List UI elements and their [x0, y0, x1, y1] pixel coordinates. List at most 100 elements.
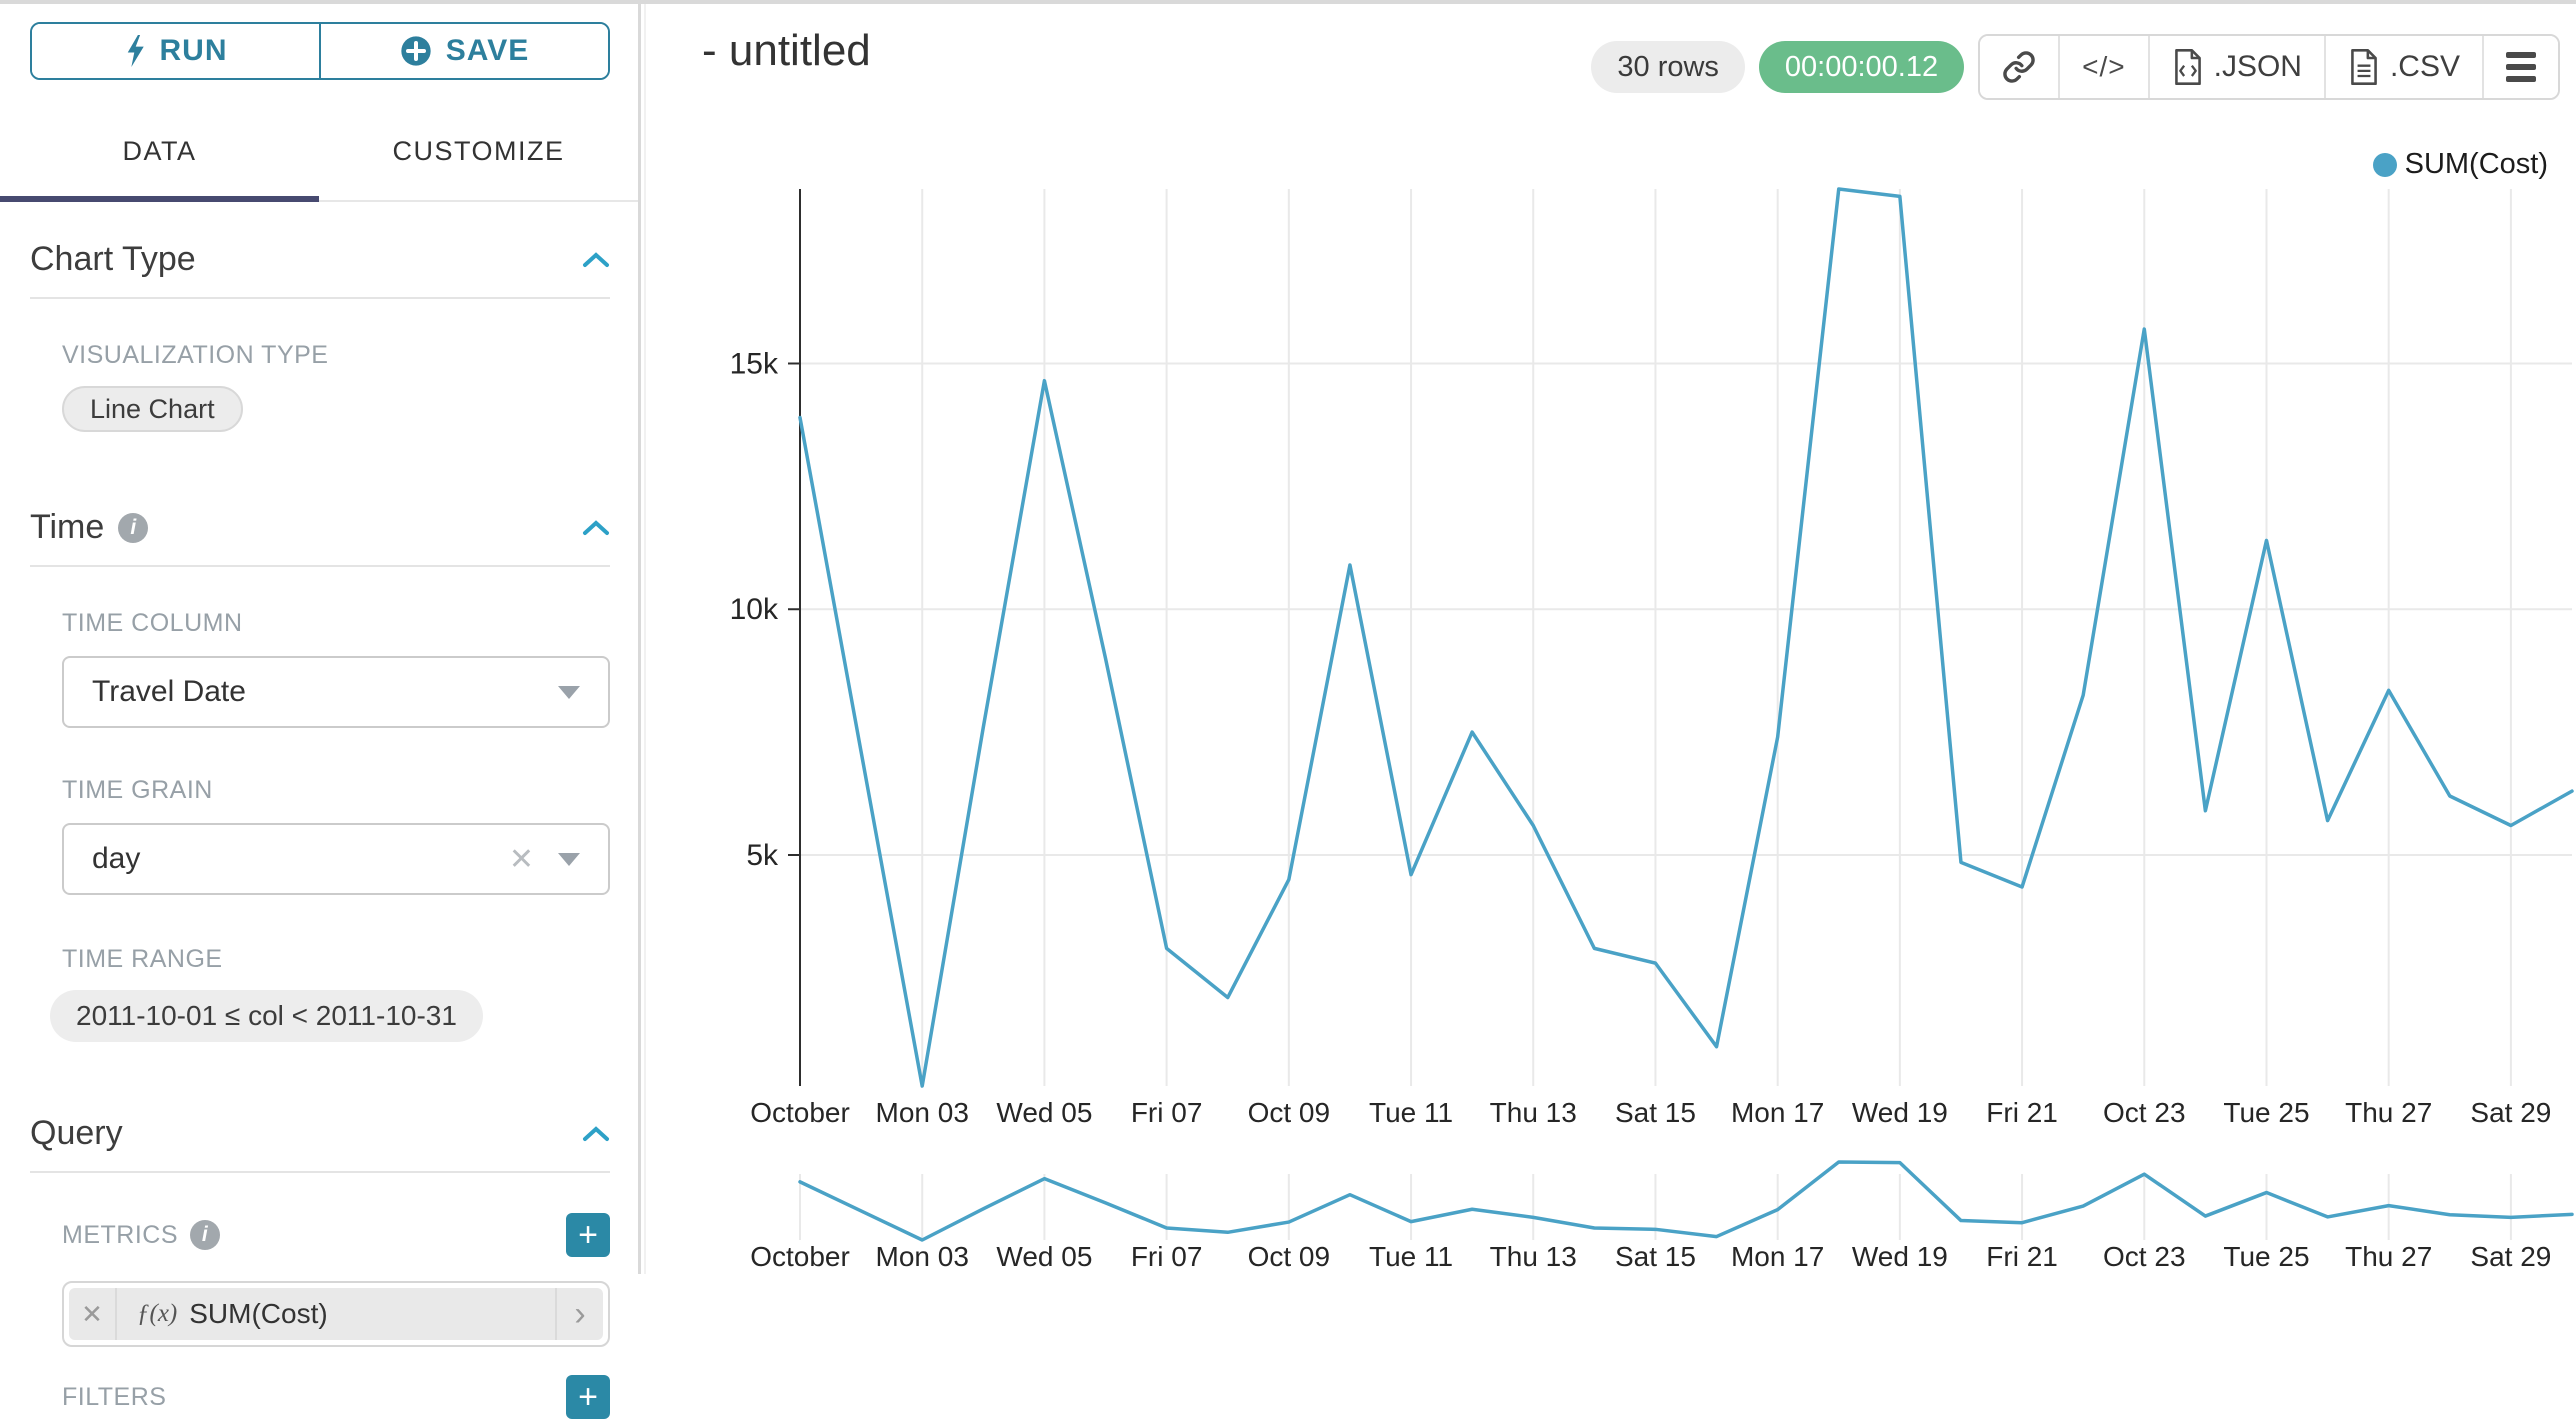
time-grain-label: TIME GRAIN: [62, 776, 213, 804]
info-icon[interactable]: i: [190, 1220, 220, 1250]
legend-series-label: SUM(Cost): [2404, 148, 2548, 180]
svg-text:Fri 21: Fri 21: [1986, 1097, 2058, 1128]
hamburger-menu-icon: [2506, 52, 2536, 82]
svg-text:Tue 25: Tue 25: [2223, 1097, 2309, 1128]
metrics-label-row: METRICS i: [62, 1220, 220, 1250]
svg-text:Tue 25: Tue 25: [2223, 1241, 2309, 1272]
svg-text:Sat 29: Sat 29: [2470, 1241, 2551, 1272]
expand-metric-chevron-icon[interactable]: ›: [555, 1288, 603, 1340]
svg-text:5k: 5k: [746, 839, 779, 872]
plus-circle-icon: [401, 36, 431, 66]
file-text-icon: [2351, 49, 2377, 85]
time-column-value: Travel Date: [92, 675, 246, 708]
clear-icon[interactable]: ✕: [508, 842, 534, 876]
time-column-select[interactable]: Travel Date: [62, 656, 610, 728]
svg-text:15k: 15k: [730, 347, 779, 380]
collapse-chevron-icon[interactable]: [582, 1125, 610, 1143]
run-save-button-group: RUN SAVE: [30, 22, 610, 80]
visualization-type-label: VISUALIZATION TYPE: [62, 341, 329, 369]
legend-item[interactable]: SUM(Cost): [2372, 148, 2548, 181]
svg-text:Fri 07: Fri 07: [1131, 1241, 1203, 1272]
svg-text:Wed 05: Wed 05: [996, 1241, 1092, 1272]
view-query-button[interactable]: </>: [2058, 36, 2148, 98]
export-json-button[interactable]: .JSON: [2147, 36, 2324, 98]
code-icon: </>: [2082, 51, 2126, 82]
add-metric-button[interactable]: +: [566, 1213, 610, 1257]
caret-down-icon: [558, 685, 580, 699]
svg-text:Oct 09: Oct 09: [1248, 1241, 1330, 1272]
chart-panel: - untitled 30 rows 00:00:00.12 </> .JSON…: [644, 4, 2576, 1274]
export-button-group: </> .JSON .CSV: [1978, 34, 2560, 100]
svg-text:Thu 13: Thu 13: [1490, 1241, 1577, 1272]
chart-title[interactable]: - untitled: [702, 26, 871, 75]
panel-tabs: DATA CUSTOMIZE: [0, 102, 638, 202]
tab-customize[interactable]: CUSTOMIZE: [392, 135, 565, 166]
svg-text:October: October: [750, 1097, 850, 1128]
svg-text:Mon 17: Mon 17: [1731, 1097, 1824, 1128]
add-filter-button[interactable]: +: [566, 1375, 610, 1419]
chart-menu-button[interactable]: [2482, 36, 2558, 98]
svg-text:Wed 19: Wed 19: [1852, 1097, 1948, 1128]
svg-text:Mon 03: Mon 03: [876, 1241, 969, 1272]
filters-label: FILTERS: [62, 1382, 167, 1411]
remove-metric-icon[interactable]: ✕: [69, 1288, 117, 1340]
info-icon[interactable]: i: [118, 512, 149, 543]
svg-text:Sat 15: Sat 15: [1615, 1097, 1696, 1128]
metric-name: SUM(Cost): [189, 1298, 328, 1329]
svg-text:Fri 21: Fri 21: [1986, 1241, 2058, 1272]
svg-text:Mon 17: Mon 17: [1731, 1241, 1824, 1272]
section-title-time: Time: [30, 508, 105, 546]
file-code-icon: [2174, 49, 2201, 85]
save-chart-button[interactable]: SAVE: [319, 24, 608, 78]
svg-text:October: October: [750, 1241, 850, 1272]
collapse-chevron-icon[interactable]: [582, 519, 610, 537]
share-link-button[interactable]: [1980, 36, 2059, 98]
export-csv-label: .CSV: [2389, 50, 2460, 83]
row-count-badge: 30 rows: [1591, 41, 1745, 93]
metrics-label: METRICS: [62, 1220, 178, 1249]
query-timer-badge: 00:00:00.12: [1758, 41, 1965, 93]
svg-text:Oct 09: Oct 09: [1248, 1097, 1330, 1128]
metric-pill[interactable]: ✕ ƒ(x) SUM(Cost) ›: [69, 1288, 603, 1340]
svg-text:Sat 29: Sat 29: [2470, 1097, 2551, 1128]
svg-text:Fri 07: Fri 07: [1131, 1097, 1203, 1128]
svg-text:Oct 23: Oct 23: [2103, 1241, 2185, 1272]
link-icon: [2003, 51, 2035, 83]
section-title-query: Query: [30, 1114, 123, 1152]
run-query-button[interactable]: RUN: [32, 24, 319, 78]
time-range-value[interactable]: 2011-10-01 ≤ col < 2011-10-31: [50, 990, 483, 1042]
tab-data[interactable]: DATA: [122, 135, 197, 166]
filters-label-row: FILTERS: [62, 1383, 166, 1412]
svg-text:Oct 23: Oct 23: [2103, 1097, 2185, 1128]
run-label: RUN: [159, 34, 228, 67]
time-range-label: TIME RANGE: [62, 945, 223, 973]
active-tab-underline: [0, 196, 319, 202]
section-title-chart-type: Chart Type: [30, 240, 196, 278]
svg-text:Thu 27: Thu 27: [2345, 1097, 2432, 1128]
function-icon: ƒ(x): [137, 1300, 178, 1327]
bolt-icon: [127, 35, 144, 67]
metric-container: ✕ ƒ(x) SUM(Cost) ›: [62, 1281, 610, 1347]
svg-text:Thu 27: Thu 27: [2345, 1241, 2432, 1272]
svg-text:Thu 13: Thu 13: [1490, 1097, 1577, 1128]
svg-text:Tue 11: Tue 11: [1369, 1241, 1453, 1272]
time-grain-value: day: [92, 842, 141, 875]
time-grain-select[interactable]: day ✕: [62, 823, 610, 895]
svg-text:Tue 11: Tue 11: [1369, 1097, 1453, 1128]
visualization-type-value[interactable]: Line Chart: [62, 386, 243, 432]
svg-text:Wed 05: Wed 05: [996, 1097, 1092, 1128]
caret-down-icon: [558, 852, 580, 866]
save-label: SAVE: [445, 34, 530, 67]
svg-text:10k: 10k: [730, 593, 779, 626]
svg-text:Sat 15: Sat 15: [1615, 1241, 1696, 1272]
export-csv-button[interactable]: .CSV: [2323, 36, 2482, 98]
svg-text:Wed 19: Wed 19: [1852, 1241, 1948, 1272]
svg-text:Mon 03: Mon 03: [876, 1097, 969, 1128]
window-top-edge: [0, 0, 2576, 4]
export-json-label: .JSON: [2213, 50, 2302, 83]
explore-control-panel: RUN SAVE DATA CUSTOMIZE Chart Type VISUA…: [0, 4, 641, 1419]
legend-series-dot: [2372, 152, 2397, 177]
time-column-label: TIME COLUMN: [62, 609, 243, 637]
collapse-chevron-icon[interactable]: [582, 251, 610, 269]
line-chart-canvas[interactable]: 5k 10k 15k October October Mon 03 Mon 03 Wed 05…: [646, 4, 2576, 1278]
